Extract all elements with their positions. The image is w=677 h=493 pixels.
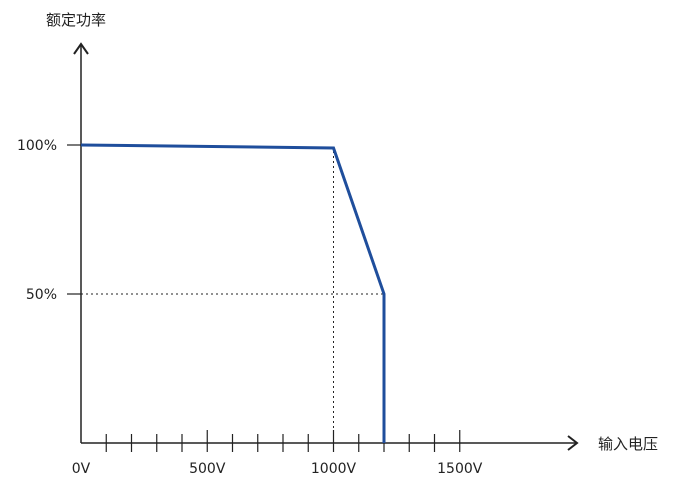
y-axis-title: 额定功率 bbox=[46, 11, 106, 29]
x-tick-label: 1500V bbox=[437, 461, 483, 477]
axes bbox=[73, 42, 579, 451]
x-tick-label: 0V bbox=[72, 461, 91, 477]
x-axis-arrowhead bbox=[567, 435, 579, 451]
x-tick-label: 1000V bbox=[311, 461, 357, 477]
reference-lines bbox=[81, 147, 385, 443]
y-tick-label: 100% bbox=[17, 138, 57, 154]
y-axis-arrowhead bbox=[73, 42, 89, 55]
axis-ticks: 0V 500V 1000V 1500V 50% 100% bbox=[17, 138, 483, 477]
series-group bbox=[80, 143, 386, 443]
series-line bbox=[80, 143, 386, 443]
y-tick-label: 50% bbox=[26, 287, 57, 303]
x-tick-label: 500V bbox=[189, 461, 226, 477]
x-axis-title: 输入电压 bbox=[598, 435, 658, 453]
